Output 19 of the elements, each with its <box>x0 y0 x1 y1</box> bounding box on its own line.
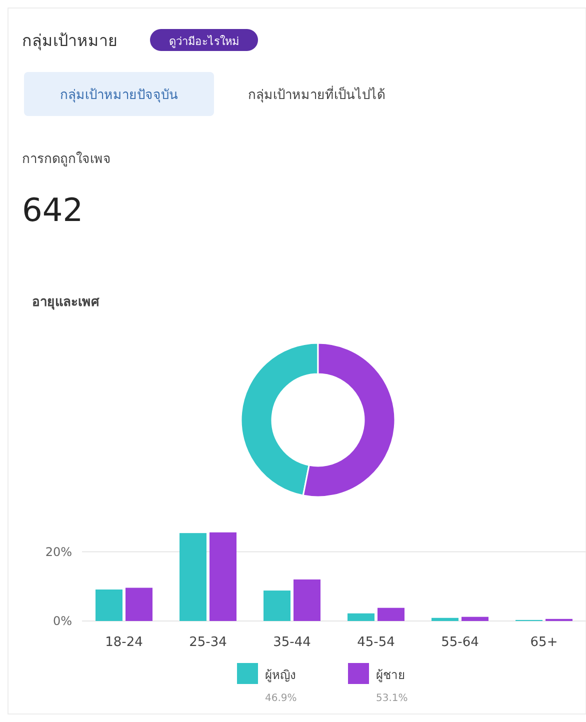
text: 642 <box>22 191 84 229</box>
text: อายุและเพศ <box>32 295 100 310</box>
x-tick-label: 35-44 <box>273 635 311 650</box>
x-tick-label: 55-64 <box>441 635 479 650</box>
y-tick-label: 20% <box>45 544 72 559</box>
x-tick-label: 45-54 <box>357 635 395 650</box>
text: การกดถูกใจเพจ <box>22 151 111 167</box>
x-tick-label: 18-24 <box>105 635 143 650</box>
legend-label: ผู้ชาย <box>376 668 405 683</box>
x-tick-label: 25-34 <box>189 635 227 650</box>
legend-label: ผู้หญิง <box>265 668 296 683</box>
y-tick-label: 0% <box>52 614 72 628</box>
text: กลุ่มเป้าหมายที่เป็นไปได้ <box>248 85 385 103</box>
data-label: 53.1% <box>376 693 408 704</box>
data-label: 46.9% <box>265 693 297 704</box>
text: ดูว่ามีอะไรใหม่ <box>169 35 239 48</box>
text: กลุ่มเป้าหมาย <box>22 31 117 51</box>
x-tick-label: 65+ <box>530 635 558 650</box>
text: กลุ่มเป้าหมายปัจจุบัน <box>60 88 178 103</box>
